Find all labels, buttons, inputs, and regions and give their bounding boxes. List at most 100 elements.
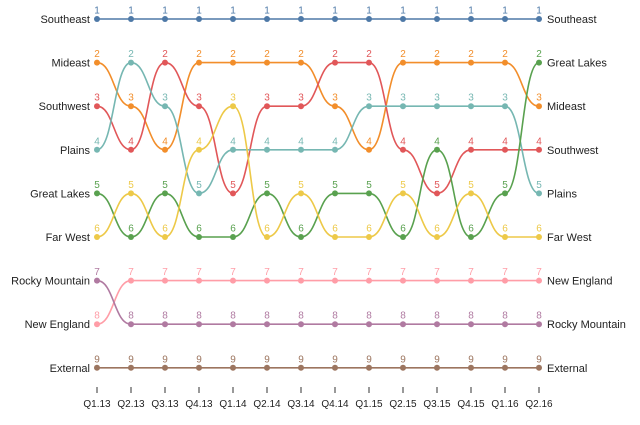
x-tick-label: Q2.13 [117, 399, 145, 410]
rank-label-far-west: 6 [536, 224, 542, 235]
data-point-external [400, 364, 406, 371]
data-point-southeast [230, 16, 236, 22]
data-point-great-lakes [400, 234, 406, 240]
data-point-southeast [366, 16, 372, 22]
rank-label-mideast: 4 [366, 136, 372, 147]
x-tick-label: Q2.16 [525, 399, 553, 410]
rank-label-great-lakes: 5 [502, 180, 508, 191]
data-point-southwest [128, 146, 134, 153]
rank-label-far-west: 6 [434, 224, 440, 235]
data-point-southwest [400, 146, 406, 153]
data-point-southeast [332, 16, 338, 22]
rank-label-far-west: 6 [264, 224, 270, 235]
rank-label-mideast: 3 [536, 93, 542, 104]
rank-label-new-england: 7 [434, 267, 440, 278]
data-points: 1 1 1 1 1 1 1 1 1 1 1 1 1 1 2 3 4 2 2 2 2 3 4 2 2 2 2 3 3 4 2 3 5 3 3 2 2 4 5 4… [94, 6, 542, 371]
data-point-new-england [298, 277, 304, 284]
data-point-new-england [366, 277, 372, 284]
rank-label-new-england: 7 [196, 267, 202, 278]
rank-label-rocky-mountain: 8 [468, 311, 474, 322]
rank-label-plains: 3 [434, 93, 440, 104]
data-point-far-west [536, 234, 542, 240]
data-point-external [230, 364, 236, 371]
rank-label-mideast: 4 [162, 136, 168, 147]
data-point-new-england [128, 277, 134, 284]
rank-label-southwest: 3 [94, 93, 100, 104]
data-point-mideast [502, 59, 508, 66]
rank-label-external: 9 [536, 354, 542, 365]
data-point-rocky-mountain [400, 321, 406, 328]
data-point-southeast [468, 16, 474, 22]
data-point-new-england [230, 277, 236, 284]
data-point-plains [400, 103, 406, 110]
rank-label-external: 9 [264, 354, 270, 365]
rank-label-mideast: 3 [128, 93, 134, 104]
rank-label-external: 9 [128, 354, 134, 365]
rank-label-rocky-mountain: 8 [264, 311, 270, 322]
x-tick-label: Q1.14 [219, 399, 247, 410]
data-point-external [196, 364, 202, 371]
rank-label-rocky-mountain: 8 [536, 311, 542, 322]
left-label-southeast: Southeast [40, 14, 90, 26]
data-point-southwest [94, 103, 100, 110]
rank-label-rocky-mountain: 8 [332, 311, 338, 322]
data-point-plains [468, 103, 474, 110]
rank-label-great-lakes: 6 [400, 224, 406, 235]
data-point-southeast [400, 16, 406, 22]
rank-label-external: 9 [298, 354, 304, 365]
data-point-rocky-mountain [366, 321, 372, 328]
data-point-great-lakes [298, 234, 304, 240]
rank-label-southwest: 5 [230, 180, 236, 191]
data-point-external [128, 364, 134, 371]
data-point-rocky-mountain [264, 321, 270, 328]
data-point-southwest [536, 146, 542, 153]
data-point-southeast [298, 16, 304, 22]
data-point-plains [264, 146, 270, 153]
x-tick-label: Q4.15 [457, 399, 485, 410]
right-label-plains: Plains [547, 188, 577, 200]
data-point-external [332, 364, 338, 371]
right-series-labels: Southeast Mideast Southwest Plains Great Lak… [547, 14, 626, 375]
rank-label-southwest: 2 [162, 49, 168, 60]
data-point-great-lakes [502, 190, 508, 197]
data-point-mideast [332, 103, 338, 110]
rank-label-southwest: 2 [332, 49, 338, 60]
data-point-plains [196, 190, 202, 197]
rank-label-plains: 3 [162, 93, 168, 104]
data-point-external [94, 364, 100, 371]
data-point-external [298, 364, 304, 371]
rank-label-mideast: 2 [400, 49, 406, 60]
rank-label-rocky-mountain: 8 [502, 311, 508, 322]
left-label-rocky-mountain: Rocky Mountain [11, 276, 90, 288]
data-point-rocky-mountain [536, 321, 542, 328]
data-point-new-england [468, 277, 474, 284]
rank-label-external: 9 [332, 354, 338, 365]
left-label-new-england: New England [25, 319, 90, 331]
data-point-great-lakes [536, 59, 542, 66]
rank-label-great-lakes: 6 [128, 224, 134, 235]
rank-label-new-england: 7 [536, 267, 542, 278]
data-point-far-west [162, 234, 168, 240]
data-point-southwest [230, 190, 236, 197]
data-point-plains [332, 146, 338, 153]
rank-label-plains: 3 [502, 93, 508, 104]
left-label-great-lakes: Great Lakes [30, 188, 90, 200]
data-point-great-lakes [230, 234, 236, 240]
rank-label-southeast: 1 [400, 6, 406, 17]
data-point-far-west [128, 190, 134, 197]
data-point-external [162, 364, 168, 371]
data-point-mideast [94, 59, 100, 66]
x-tick-label: Q1.13 [83, 399, 111, 410]
rank-label-new-england: 7 [400, 267, 406, 278]
rank-label-external: 9 [366, 354, 372, 365]
data-point-new-england [502, 277, 508, 284]
rank-label-southwest: 4 [400, 136, 406, 147]
rank-label-southeast: 1 [536, 6, 542, 17]
data-point-rocky-mountain [94, 277, 100, 284]
x-tick-label: Q2.14 [253, 399, 281, 410]
data-point-great-lakes [162, 190, 168, 197]
rank-label-southwest: 3 [298, 93, 304, 104]
data-point-southwest [196, 103, 202, 110]
rank-label-new-england: 7 [264, 267, 270, 278]
x-tick-label: Q2.15 [389, 399, 417, 410]
